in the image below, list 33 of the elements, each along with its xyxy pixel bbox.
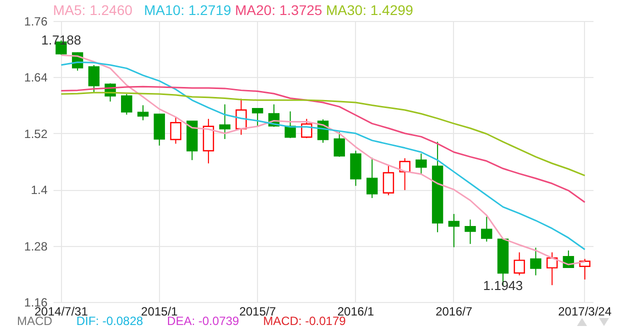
- candlestick: [546, 252, 558, 286]
- candlestick: [464, 219, 476, 244]
- candlestick: [448, 213, 460, 248]
- candlestick: [366, 157, 378, 199]
- text: MA20: 1.3725: [235, 2, 322, 18]
- y-tick-label: 1.64: [24, 70, 48, 85]
- text: MA30: 1.4299: [326, 2, 414, 18]
- annotation: 1.1943: [483, 278, 523, 293]
- text: DIF: -0.0828: [76, 314, 144, 328]
- annotation: 1.7188: [41, 32, 82, 48]
- candlestick: [382, 165, 394, 196]
- y-tick-label: 1.76: [24, 14, 48, 28]
- candlestick: [399, 158, 410, 191]
- candlestick: [88, 64, 100, 94]
- candlestick: [334, 131, 345, 158]
- candlestick: [481, 216, 492, 242]
- candlestick: [121, 94, 132, 116]
- candlestick: [252, 108, 264, 128]
- x-tick-label: 2016/7: [436, 304, 473, 318]
- text: MACD: [17, 314, 52, 328]
- candlestick: [219, 104, 230, 140]
- y-tick-label: 1.28: [24, 239, 48, 254]
- candlestick: [416, 153, 427, 176]
- y-tick-label: 1.4: [30, 183, 48, 198]
- candlestick: [137, 104, 149, 121]
- y-tick-label: 1.52: [24, 126, 48, 141]
- text: MA5: 1.2460: [53, 2, 133, 18]
- candlestick: [236, 98, 247, 136]
- candlestick: [514, 252, 525, 276]
- x-tick-label: 2017/3/24: [558, 304, 612, 318]
- candlestick: [170, 116, 182, 144]
- candlestick: [530, 247, 542, 276]
- text: MA10: 1.2719: [144, 2, 232, 18]
